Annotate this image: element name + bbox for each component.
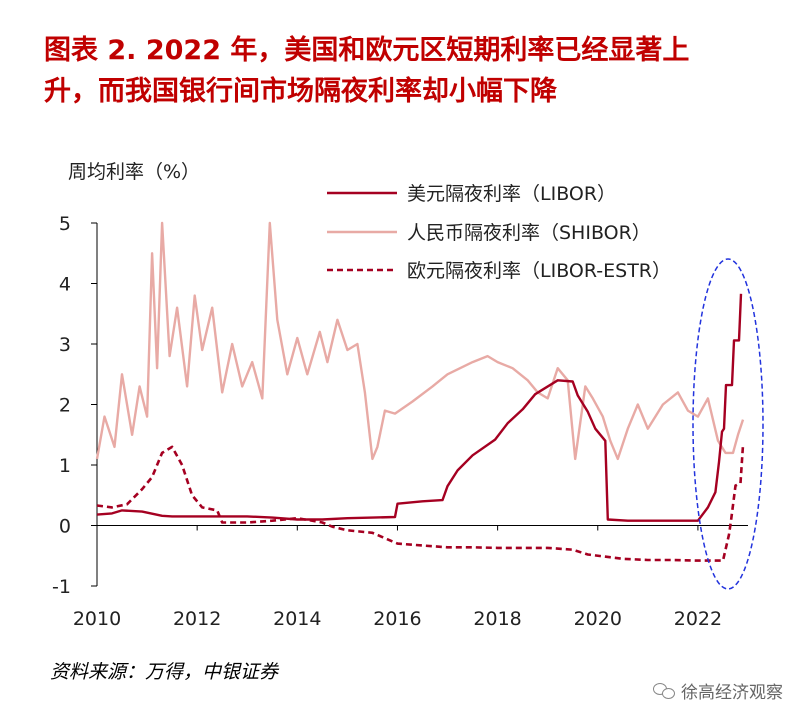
legend: 美元隔夜利率（LIBOR） 人民币隔夜利率（SHIBOR） 欧元隔夜利率（LIBOR… (327, 183, 671, 282)
x-tick-label: 2022 (674, 608, 722, 630)
legend-label-1: 人民币隔夜利率（SHIBOR） (407, 222, 651, 244)
x-tick-label: 2010 (73, 608, 121, 630)
chart-title-line-2: 升，而我国银行间市场隔夜利率却小幅下降 (44, 76, 557, 107)
series-line-2 (96, 444, 745, 562)
series-line-1 (95, 221, 745, 461)
y-tick-label: 0 (59, 516, 71, 538)
x-tick-label: 2014 (273, 608, 321, 630)
legend-label-0: 美元隔夜利率（LIBOR） (407, 183, 616, 205)
source-note: 资料来源：万得，中银证券 (50, 661, 279, 683)
watermark-text: 徐高经济观察 (681, 683, 783, 703)
legend-label-2: 欧元隔夜利率（LIBOR-ESTR） (407, 260, 671, 282)
y-tick-label: 5 (59, 213, 71, 235)
series-line-0 (96, 293, 743, 522)
x-tick-label: 2016 (373, 608, 421, 630)
y-tick-label: 4 (59, 274, 71, 296)
chart-title-line-1: 图表 2. 2022 年，美国和欧元区短期利率已经显著上 (44, 35, 690, 66)
x-tick-label: 2012 (173, 608, 221, 630)
chart-title: 图表 2. 2022 年，美国和欧元区短期利率已经显著上 升，而我国银行间市场隔… (44, 30, 784, 112)
x-tick-label: 2018 (473, 608, 521, 630)
y-tick-label: -1 (52, 576, 71, 598)
y-tick-label: 2 (59, 395, 71, 417)
series-lines (95, 221, 745, 562)
y-axis-label: 周均利率（%） (68, 161, 200, 183)
x-tick-label: 2020 (574, 608, 622, 630)
y-tick-label: 1 (59, 455, 71, 477)
y-tick-label: 3 (59, 334, 71, 356)
wechat-icon (653, 682, 675, 699)
highlight-ellipse (692, 258, 764, 590)
watermark: 徐高经济观察 (653, 678, 783, 703)
